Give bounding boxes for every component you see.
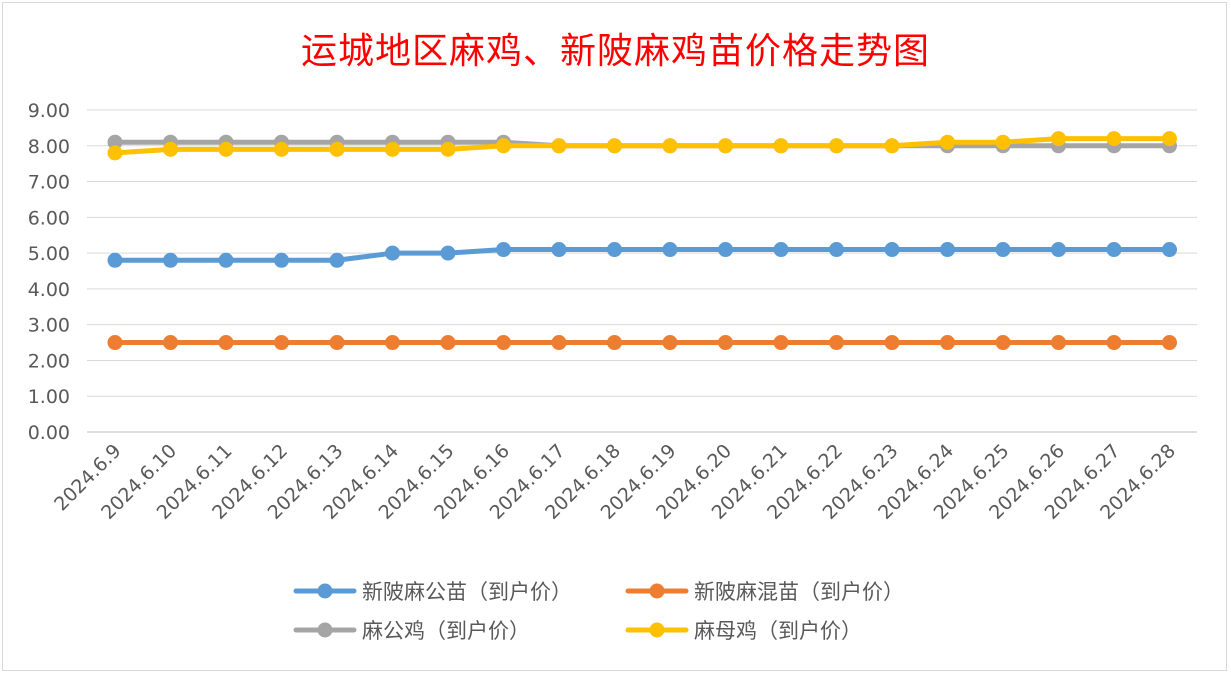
- data-point: [607, 242, 622, 258]
- series-line: [112, 247, 1172, 263]
- legend-item: 麻母鸡（到户价）: [625, 619, 862, 643]
- data-point: [440, 141, 456, 157]
- data-point: [940, 134, 955, 150]
- data-point: [1162, 242, 1177, 258]
- data-point: [551, 335, 567, 351]
- data-point: [662, 242, 678, 258]
- data-point: [385, 245, 400, 261]
- data-point: [329, 141, 345, 157]
- data-point: [607, 335, 622, 351]
- data-point: [1051, 242, 1066, 258]
- chart-title: 运城地区麻鸡、新陂麻鸡苗价格走势图: [300, 31, 930, 72]
- data-point: [163, 335, 178, 351]
- y-tick-label: 0.00: [28, 422, 70, 444]
- data-point: [218, 141, 234, 157]
- y-tick-label: 3.00: [28, 315, 70, 337]
- data-point: [829, 242, 844, 258]
- data-point: [329, 335, 345, 351]
- data-point: [496, 242, 511, 258]
- series-2: [107, 335, 1177, 351]
- legend-swatch-marker: [317, 583, 333, 599]
- data-point: [496, 335, 511, 351]
- data-point: [662, 335, 678, 351]
- data-point: [995, 134, 1011, 150]
- data-point: [1106, 131, 1122, 147]
- legend-item: 新陂麻公苗（到户价）: [293, 580, 572, 604]
- legend-label: 新陂麻混苗（到户价）: [694, 580, 904, 604]
- series-line: [112, 136, 1172, 156]
- data-point: [274, 141, 289, 157]
- data-point: [107, 252, 123, 268]
- data-point: [995, 242, 1011, 258]
- data-point: [274, 252, 289, 268]
- legend: 新陂麻公苗（到户价） 新陂麻混苗（到户价） 麻公鸡（到户价） 麻母鸡（到户价）: [293, 580, 904, 643]
- data-point: [718, 138, 733, 154]
- legend-label: 麻公鸡（到户价）: [362, 619, 530, 643]
- data-point: [1162, 335, 1177, 351]
- data-point: [163, 252, 178, 268]
- data-point: [1106, 335, 1122, 351]
- y-tick-label: 2.00: [28, 350, 70, 372]
- data-point: [829, 335, 844, 351]
- data-point: [940, 335, 955, 351]
- data-point: [884, 138, 900, 154]
- data-point: [718, 335, 733, 351]
- data-point: [385, 335, 400, 351]
- data-point: [496, 138, 511, 154]
- data-point: [940, 242, 955, 258]
- legend-item: 麻公鸡（到户价）: [293, 619, 530, 643]
- data-point: [884, 242, 900, 258]
- series-1: [107, 242, 1177, 268]
- data-point: [440, 245, 456, 261]
- legend-label: 麻母鸡（到户价）: [694, 619, 862, 643]
- legend-item: 新陂麻混苗（到户价）: [625, 580, 904, 604]
- data-point: [551, 242, 567, 258]
- y-tick-label: 5.00: [28, 243, 70, 265]
- data-point: [107, 145, 123, 161]
- data-point: [1051, 335, 1066, 351]
- data-point: [884, 335, 900, 351]
- data-point: [607, 138, 622, 154]
- y-tick-label: 6.00: [28, 207, 70, 229]
- x-axis-ticks: 2024.6.92024.6.102024.6.112024.6.122024.…: [50, 440, 1180, 524]
- data-point: [385, 141, 400, 157]
- data-point: [1106, 242, 1122, 258]
- y-tick-label: 9.00: [28, 100, 70, 122]
- data-point: [1162, 131, 1177, 147]
- data-point: [1051, 131, 1066, 147]
- data-point: [218, 335, 234, 351]
- y-tick-label: 1.00: [28, 386, 70, 408]
- data-point: [718, 242, 733, 258]
- y-tick-label: 7.00: [28, 172, 70, 194]
- series-4: [107, 131, 1177, 161]
- data-point: [773, 335, 789, 351]
- data-point: [662, 138, 678, 154]
- legend-swatch-marker: [649, 622, 665, 638]
- data-point: [163, 141, 178, 157]
- y-tick-label: 8.00: [28, 136, 70, 158]
- data-point: [107, 335, 123, 351]
- data-point: [329, 252, 345, 268]
- series-group: [107, 131, 1177, 351]
- data-point: [274, 335, 289, 351]
- legend-label: 新陂麻公苗（到户价）: [362, 580, 572, 604]
- data-point: [440, 335, 456, 351]
- data-point: [551, 138, 567, 154]
- data-point: [107, 134, 123, 150]
- legend-swatch-marker: [317, 622, 333, 638]
- gridlines: [87, 109, 1197, 433]
- data-point: [218, 252, 234, 268]
- data-point: [995, 335, 1011, 351]
- y-tick-label: 4.00: [28, 279, 70, 301]
- legend-swatch-marker: [649, 583, 665, 599]
- y-axis-ticks: 0.00 1.00 2.00 3.00 4.00 5.00 6.00 7.00 8.00 9.00: [28, 100, 70, 444]
- data-point: [773, 242, 789, 258]
- data-point: [773, 138, 789, 154]
- data-point: [829, 138, 844, 154]
